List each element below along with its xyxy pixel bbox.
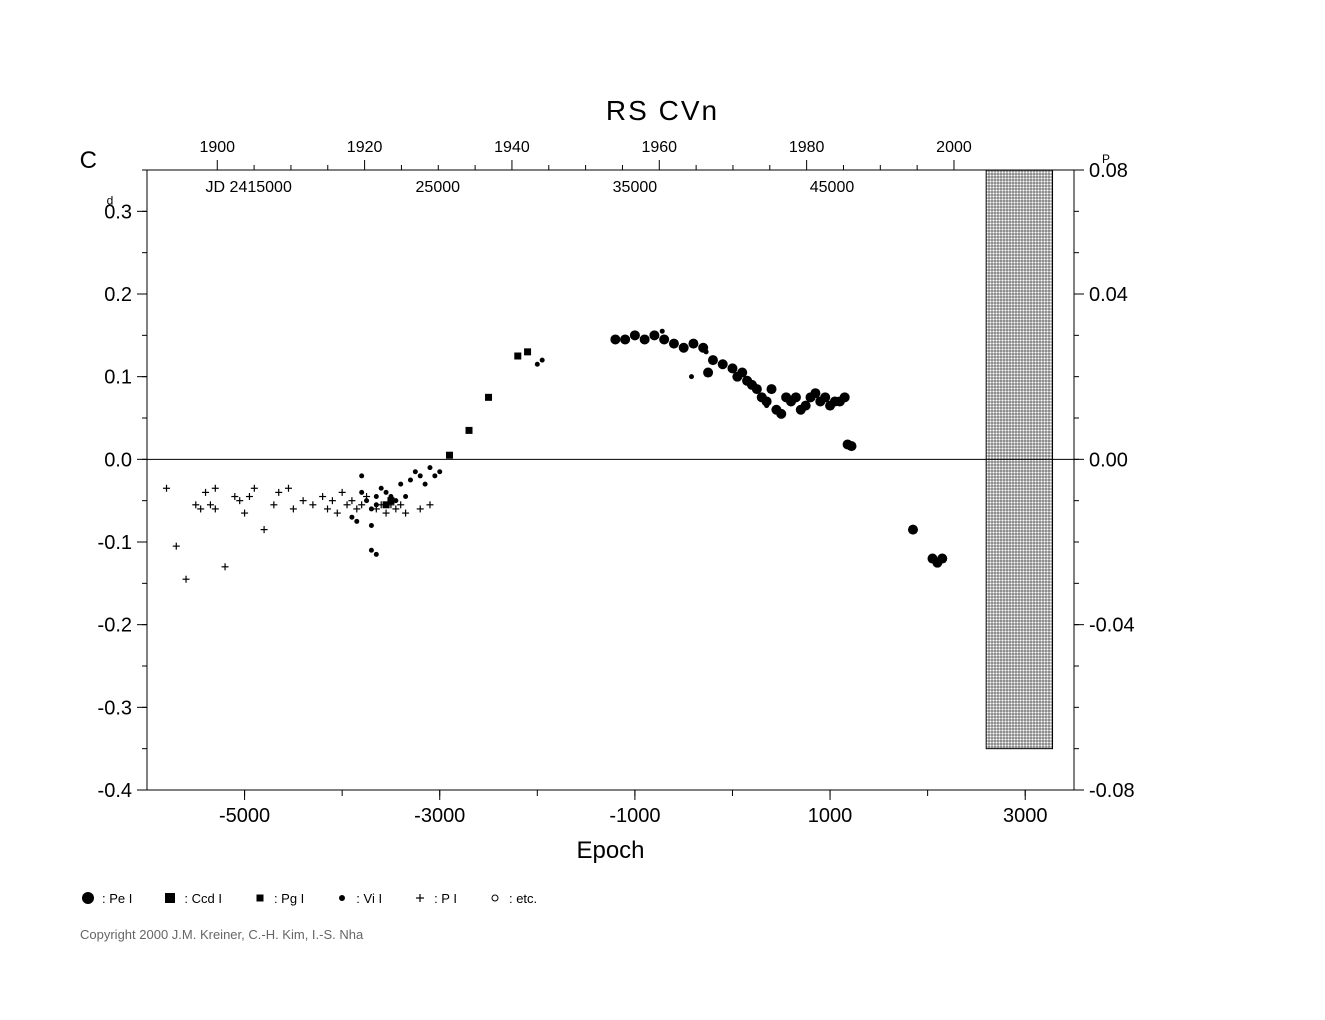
svg-text:O-C: O-C: [80, 147, 97, 174]
legend-label: : etc.: [509, 891, 537, 906]
legend-label: : Pg I: [274, 891, 304, 906]
scatter-chart: -5000 -3000 -1000 1000 3000 Epoch 1900 1920 1940…: [80, 90, 1240, 870]
legend-label: : Vi I: [356, 891, 382, 906]
svg-text:-5000: -5000: [219, 805, 270, 827]
svg-text:0.04: 0.04: [1089, 284, 1128, 306]
svg-text:3000: 3000: [1003, 805, 1047, 827]
svg-text:1920: 1920: [347, 139, 383, 156]
chart-legend: : Pe I : Ccd I : Pg I : Vi I : P I : etc.: [80, 890, 537, 906]
svg-text:Epoch: Epoch: [576, 837, 644, 864]
svg-text:JD 2415000: JD 2415000: [206, 179, 292, 196]
svg-text:1900: 1900: [199, 139, 235, 156]
svg-text:1960: 1960: [641, 139, 677, 156]
svg-text:0.2: 0.2: [104, 284, 132, 306]
svg-text:45000: 45000: [810, 179, 855, 196]
svg-text:-0.2: -0.2: [98, 615, 132, 637]
svg-text:-0.1: -0.1: [98, 532, 132, 554]
svg-text:d: d: [107, 193, 114, 207]
svg-text:P: P: [1102, 152, 1110, 166]
svg-text:1980: 1980: [789, 139, 825, 156]
legend-item: : Ccd I: [162, 890, 222, 906]
legend-label: : Ccd I: [184, 891, 222, 906]
legend-label: : Pe I: [102, 891, 132, 906]
copyright-text: Copyright 2000 J.M. Kreiner, C.-H. Kim, …: [80, 927, 363, 942]
svg-text:35000: 35000: [613, 179, 658, 196]
svg-text:1000: 1000: [808, 805, 853, 827]
svg-text:0.0: 0.0: [104, 449, 132, 471]
chart-container: -5000 -3000 -1000 1000 3000 Epoch 1900 1920 1940…: [80, 90, 1240, 870]
legend-item: : Pe I: [80, 890, 132, 906]
svg-text:-0.04: -0.04: [1089, 615, 1135, 637]
svg-text:-1000: -1000: [609, 805, 660, 827]
svg-text:0.1: 0.1: [104, 367, 132, 389]
legend-item: : P I: [412, 890, 457, 906]
svg-text:-0.4: -0.4: [98, 780, 132, 802]
svg-text:-0.3: -0.3: [98, 697, 132, 719]
legend-item: : Pg I: [252, 890, 304, 906]
legend-label: : P I: [434, 891, 457, 906]
svg-text:0.00: 0.00: [1089, 449, 1128, 471]
svg-text:-0.08: -0.08: [1089, 780, 1135, 802]
legend-item: : etc.: [487, 890, 537, 906]
svg-text:-3000: -3000: [414, 805, 465, 827]
svg-text:1940: 1940: [494, 139, 530, 156]
svg-text:2000: 2000: [936, 139, 972, 156]
svg-text:25000: 25000: [416, 179, 461, 196]
legend-item: : Vi I: [334, 890, 382, 906]
